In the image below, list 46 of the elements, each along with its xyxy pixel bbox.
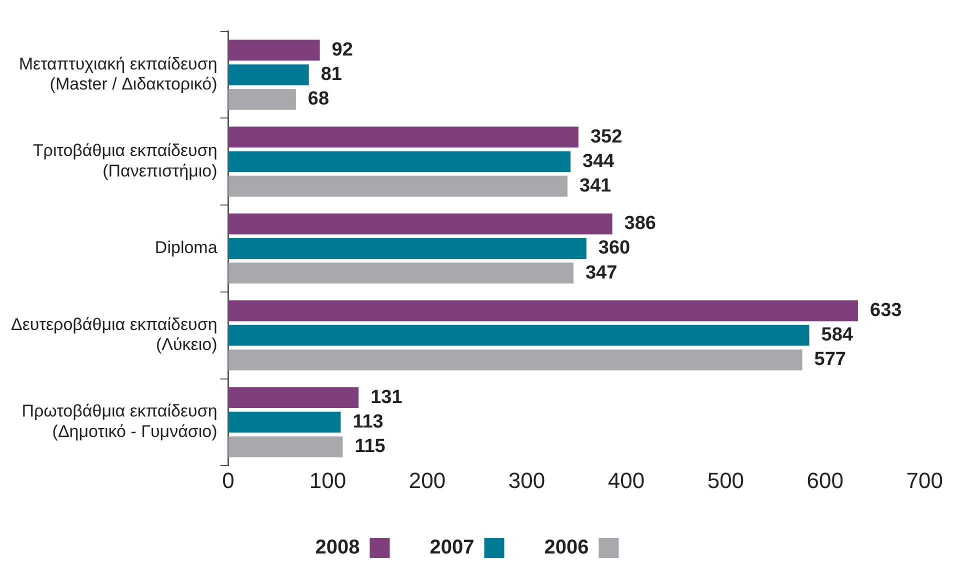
x-tick-label: 600: [806, 468, 844, 493]
y-tick-label: Τριτοβάθμια εκπαίδευση (Πανεπιστήμιο): [32, 141, 218, 181]
legend-label: 2007: [430, 536, 474, 559]
bar: [228, 88, 296, 110]
y-tick-label: Πρωτοβάθμια εκπαίδευση (Δημοτικό - Γυμνάσιο): [22, 402, 218, 442]
x-tick-label: 200: [408, 468, 446, 493]
bar: [228, 436, 343, 458]
legend-label: 2006: [544, 536, 589, 559]
data-label: 352: [590, 126, 622, 148]
bar: [228, 300, 858, 322]
bar: [228, 262, 574, 284]
bar: [228, 176, 568, 197]
data-label: 113: [352, 411, 384, 432]
data-label: 347: [585, 262, 618, 284]
bar: [228, 349, 802, 370]
bar: [228, 40, 320, 61]
data-label: 115: [354, 436, 386, 458]
y-tick-label: Diploma: [154, 238, 218, 258]
data-label: 344: [582, 150, 615, 172]
data-label: 68: [308, 88, 330, 110]
bar: [228, 324, 810, 346]
data-label: 92: [332, 39, 353, 60]
data-label: 386: [624, 213, 656, 234]
bar: [228, 213, 612, 234]
data-label: 633: [870, 300, 902, 321]
data-label: 584: [821, 324, 854, 346]
x-tick-label: 400: [608, 468, 645, 493]
data-label: 81: [320, 64, 342, 86]
x-tick-label: 700: [906, 468, 944, 493]
bar: [228, 126, 578, 148]
x-tick-label: 300: [508, 468, 546, 493]
bar: [228, 387, 359, 408]
x-tick-label: 500: [707, 468, 744, 493]
data-label: 577: [814, 349, 846, 370]
x-tick-label: 100: [309, 468, 346, 493]
x-tick-label: 0: [222, 468, 234, 493]
bar: [228, 238, 586, 259]
data-label: 341: [580, 176, 612, 196]
bar: [228, 151, 570, 172]
bar: [228, 412, 341, 433]
y-tick-label: Δευτεροβάθμια εκπαίδευση (Λύκειο): [10, 314, 218, 354]
data-label: 131: [370, 386, 403, 408]
legend-label: 2008: [315, 536, 360, 559]
y-tick-label: Μεταπτυχιακή εκπαίδευση (Master / Διδακτορικό): [18, 54, 218, 94]
bar: [228, 64, 309, 86]
data-label: 360: [598, 238, 630, 259]
